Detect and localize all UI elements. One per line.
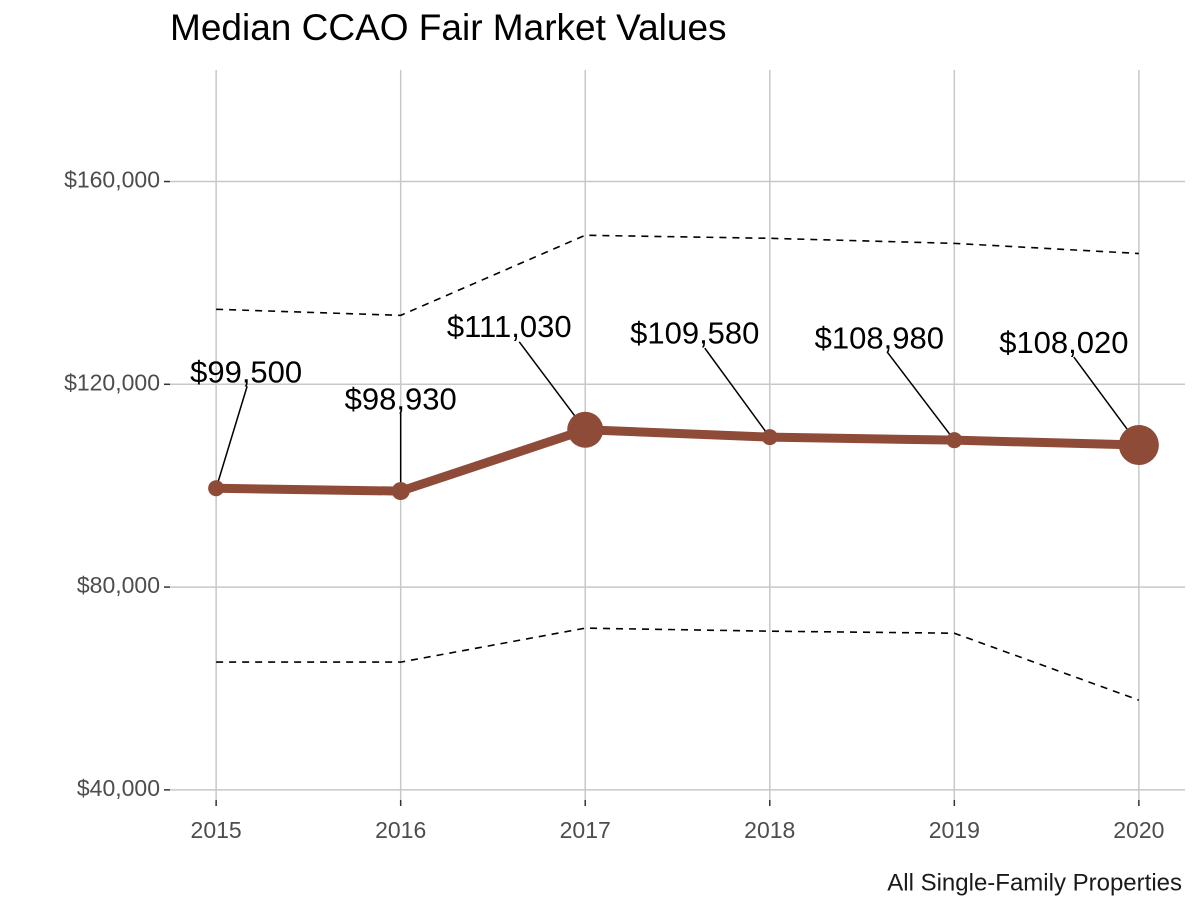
leader-line: [704, 347, 771, 438]
point: [208, 480, 225, 497]
x-tick-label: 2017: [560, 817, 611, 843]
y-tick-label: $80,000: [77, 572, 160, 598]
data-label: $111,030: [447, 309, 572, 344]
point: [1118, 425, 1159, 466]
data-label: $108,980: [815, 320, 944, 355]
data-label: $98,930: [345, 381, 457, 416]
leader-line: [518, 341, 586, 431]
point: [391, 482, 410, 501]
x-tick-label: 2020: [1113, 817, 1164, 843]
median-line: [216, 425, 1139, 496]
point: [946, 432, 963, 449]
leader-line: [215, 386, 248, 489]
point: [567, 411, 604, 448]
data-label: $109,580: [630, 315, 759, 350]
band-line: [216, 234, 1139, 317]
caption: All Single-Family Properties: [887, 869, 1182, 896]
y-tick-label: $40,000: [77, 775, 160, 801]
data-label: $108,020: [999, 325, 1128, 360]
y-tick-label: $120,000: [64, 369, 160, 395]
chart-title: Median CCAO Fair Market Values: [170, 7, 727, 48]
point: [761, 429, 778, 446]
leader-line: [886, 351, 955, 441]
x-tick-label: 2018: [744, 817, 795, 843]
x-tick-label: 2015: [191, 817, 242, 843]
x-tick-label: 2016: [375, 817, 426, 843]
y-tick-label: $160,000: [64, 167, 160, 193]
data-label: $99,500: [190, 354, 302, 389]
x-tick-label: 2019: [929, 817, 980, 843]
